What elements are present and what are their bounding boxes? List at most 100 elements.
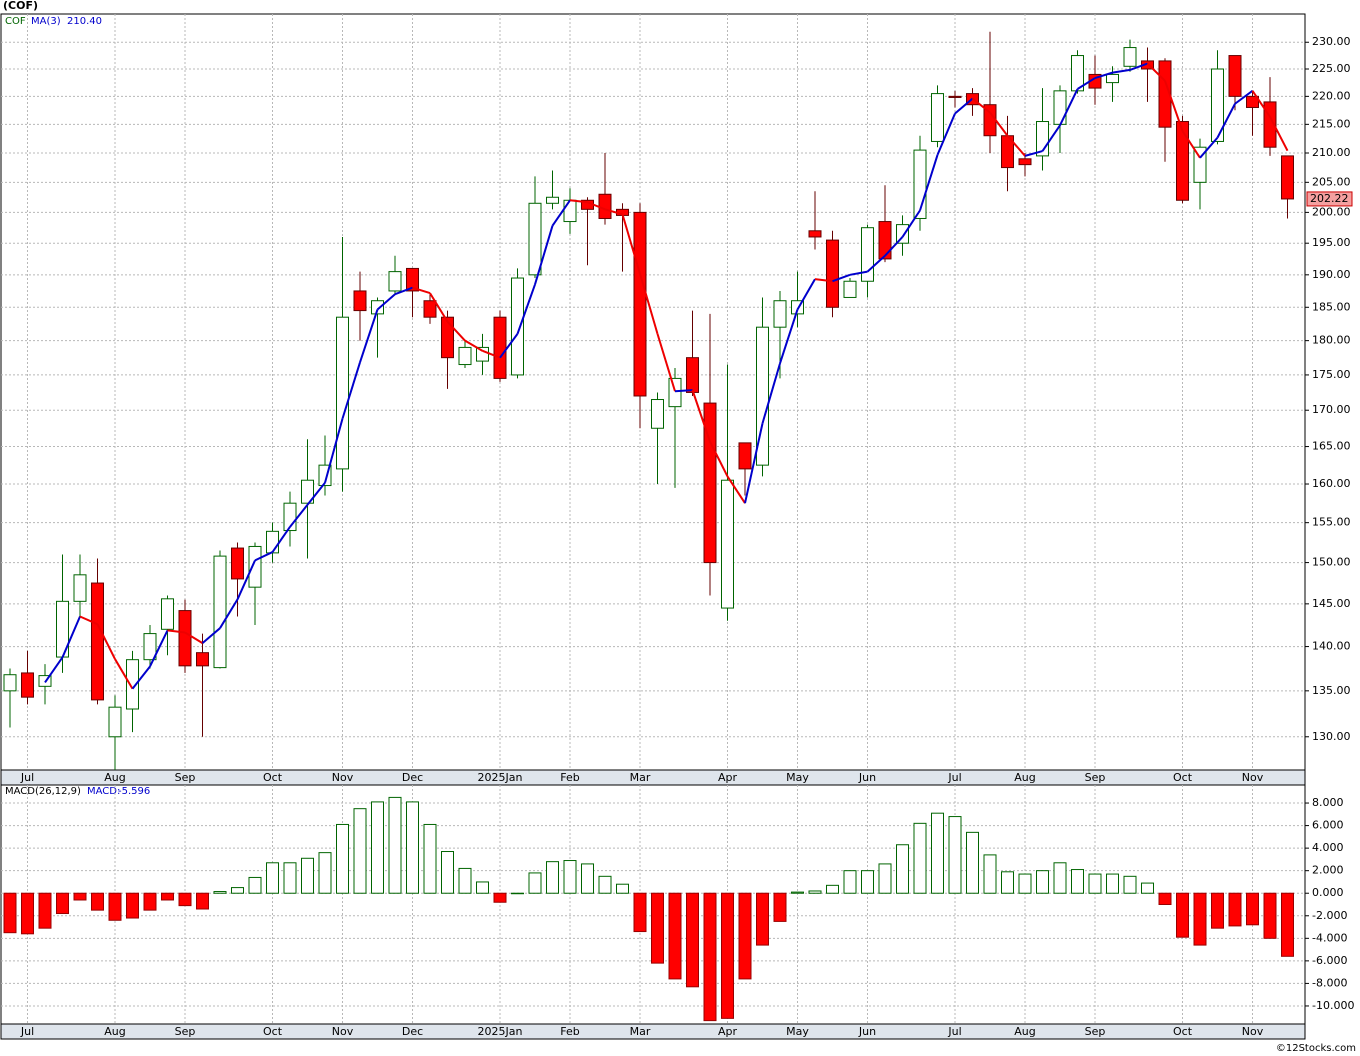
- ma-segment: [1129, 62, 1148, 71]
- ma-segment: [1234, 90, 1254, 105]
- candle-body: [248, 545, 262, 588]
- ma-segment: [1251, 90, 1271, 118]
- y-tick-label: 200.00: [1312, 205, 1351, 218]
- footer: ©12Stocks.com: [1276, 1043, 1356, 1054]
- y-tick-label: 165.00: [1312, 440, 1351, 453]
- y-tick-label: 185.00: [1312, 300, 1351, 313]
- candle-body: [931, 93, 944, 142]
- y-tick-label: 220.00: [1312, 89, 1351, 102]
- macd-bar: [388, 796, 402, 894]
- y-tick-label: 205.00: [1312, 175, 1351, 188]
- macd-bar: [616, 883, 629, 894]
- candle-body: [896, 224, 909, 244]
- candle-body: [948, 95, 962, 98]
- x-tick-label: Aug: [1014, 771, 1035, 784]
- candle-body: [546, 196, 559, 204]
- y-tick-label: 135.00: [1312, 684, 1351, 697]
- legend-symbol: COF: [5, 16, 26, 27]
- macd-bar: [73, 892, 87, 901]
- y-tick-label: 4.000: [1312, 841, 1344, 854]
- ma-segment: [219, 598, 239, 629]
- macd-bar: [213, 891, 227, 894]
- candle-body: [686, 357, 699, 393]
- ma-segment: [167, 629, 186, 634]
- ma-segment: [832, 273, 851, 283]
- ma-segment: [1076, 77, 1096, 90]
- y-tick-label: 190.00: [1312, 268, 1351, 281]
- macd-bar: [948, 816, 962, 894]
- macd-bar: [283, 862, 297, 894]
- x-tick-label: Dec: [402, 771, 423, 784]
- ma-segment: [149, 629, 169, 667]
- candle-body: [511, 277, 524, 376]
- y-tick-label: 145.00: [1312, 597, 1351, 610]
- x-tick-label: Jul: [947, 1025, 961, 1038]
- macd-bar: [966, 831, 979, 894]
- y-tick-label: 150.00: [1312, 556, 1351, 569]
- candle-body: [1106, 73, 1119, 84]
- candle-body: [458, 346, 472, 366]
- candle-body: [1053, 90, 1067, 125]
- ma-segment: [954, 97, 974, 115]
- candle-body: [73, 574, 87, 602]
- ma-segment: [464, 339, 484, 352]
- macd-bar: [931, 812, 944, 894]
- x-tick-label: Nov: [1242, 771, 1264, 784]
- ma-segment: [604, 208, 623, 216]
- last-price-label: 202.22: [1310, 192, 1349, 205]
- candle-body: [161, 598, 174, 630]
- candle-body: [703, 402, 717, 564]
- legend-ma-value: 210.40: [67, 16, 102, 27]
- x-tick-label: Feb: [560, 1025, 579, 1038]
- macd-bar: [826, 884, 839, 894]
- macd-bar: [546, 861, 559, 894]
- macd-bar: [721, 892, 734, 1019]
- macd-bar: [458, 867, 472, 894]
- x-tick-label: Apr: [718, 771, 738, 784]
- macd-bar: [231, 887, 244, 894]
- x-tick-label: Nov: [332, 771, 354, 784]
- x-tick-label: Dec: [402, 1025, 423, 1038]
- macd-bar: [248, 876, 262, 894]
- ma-segment: [44, 656, 64, 684]
- macd-bar: [476, 881, 489, 894]
- candle-body: [826, 239, 839, 308]
- x-tick-label: Jul: [947, 771, 961, 784]
- ma-segment: [691, 389, 711, 442]
- candle-body: [213, 555, 227, 669]
- candle-body: [108, 706, 122, 738]
- macd-bar: [738, 892, 752, 980]
- candle-body: [353, 290, 367, 312]
- macd-bar: [703, 892, 717, 1022]
- y-tick-label: 215.00: [1312, 117, 1351, 130]
- x-tick-label: Aug: [104, 1025, 125, 1038]
- ma-segment: [236, 559, 256, 600]
- x-tick-label: Nov: [332, 1025, 354, 1038]
- last-price-box: [1306, 191, 1353, 207]
- candle-body: [388, 271, 402, 292]
- macd-bar: [896, 844, 909, 894]
- candle-body: [1281, 155, 1294, 200]
- x-tick-label: May: [786, 1025, 809, 1038]
- x-tick-label: Mar: [630, 1025, 651, 1038]
- candle-body: [738, 442, 752, 470]
- candle-body: [1193, 146, 1207, 183]
- ma-segment: [989, 111, 1009, 137]
- ma-segment: [114, 658, 134, 690]
- ma-segment: [534, 225, 554, 285]
- x-tick-label: Feb: [560, 771, 579, 784]
- macd-bar: [441, 851, 454, 894]
- macd-bar: [511, 892, 524, 895]
- ma-segment: [936, 113, 956, 156]
- candle-body: [1246, 95, 1259, 108]
- ma-segment: [1199, 136, 1219, 159]
- candle-body: [756, 326, 769, 466]
- candle-body: [1123, 47, 1137, 67]
- ma-segment: [621, 214, 641, 275]
- x-tick-label: Aug: [1014, 1025, 1035, 1038]
- candle-body: [266, 530, 279, 554]
- ma-segment: [324, 418, 344, 483]
- candle-body: [476, 346, 489, 362]
- macd-bar: [108, 892, 122, 921]
- candle-body: [773, 300, 787, 328]
